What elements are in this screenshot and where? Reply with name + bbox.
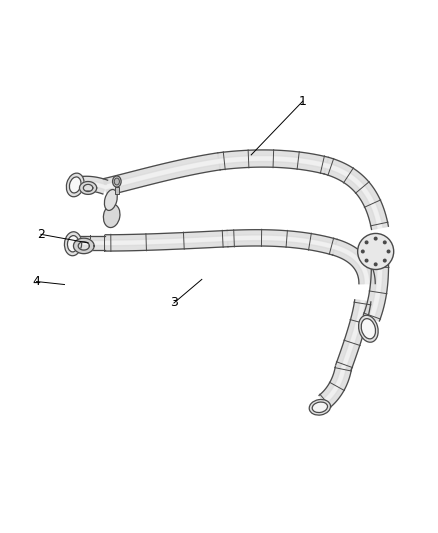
Polygon shape — [218, 150, 328, 163]
Polygon shape — [103, 153, 220, 196]
Polygon shape — [74, 238, 94, 254]
Polygon shape — [105, 230, 227, 240]
Ellipse shape — [113, 176, 121, 187]
Text: 1: 1 — [299, 95, 307, 108]
Polygon shape — [346, 301, 371, 370]
Polygon shape — [227, 230, 337, 255]
Circle shape — [361, 250, 364, 253]
Polygon shape — [326, 368, 352, 408]
Ellipse shape — [104, 190, 117, 211]
Ellipse shape — [67, 236, 79, 252]
Polygon shape — [78, 236, 105, 250]
Polygon shape — [103, 153, 219, 184]
Circle shape — [358, 233, 394, 270]
Polygon shape — [78, 176, 108, 184]
Polygon shape — [105, 241, 228, 251]
Polygon shape — [105, 230, 228, 251]
Ellipse shape — [359, 315, 378, 342]
Polygon shape — [80, 182, 97, 195]
Polygon shape — [218, 150, 328, 174]
Polygon shape — [228, 241, 334, 255]
Circle shape — [384, 259, 386, 262]
Polygon shape — [332, 239, 375, 284]
Polygon shape — [78, 176, 108, 194]
Circle shape — [374, 263, 377, 265]
Polygon shape — [319, 366, 352, 408]
Polygon shape — [106, 164, 220, 196]
Bar — [115, 187, 119, 193]
Polygon shape — [78, 245, 105, 250]
Circle shape — [374, 237, 377, 240]
Polygon shape — [78, 236, 105, 240]
Polygon shape — [324, 168, 377, 230]
Polygon shape — [336, 239, 375, 284]
Ellipse shape — [312, 402, 328, 413]
Ellipse shape — [309, 399, 331, 415]
Polygon shape — [227, 230, 337, 245]
Polygon shape — [364, 264, 377, 317]
Ellipse shape — [64, 232, 81, 256]
Ellipse shape — [103, 204, 120, 228]
Polygon shape — [336, 300, 360, 366]
Text: 2: 2 — [37, 228, 45, 241]
Circle shape — [365, 259, 368, 262]
Ellipse shape — [66, 173, 84, 197]
Polygon shape — [219, 161, 325, 174]
Text: 4: 4 — [33, 275, 40, 288]
Ellipse shape — [114, 178, 120, 185]
Text: 3: 3 — [170, 296, 178, 310]
Polygon shape — [327, 157, 389, 227]
Circle shape — [384, 241, 386, 244]
Polygon shape — [80, 186, 104, 194]
Circle shape — [387, 250, 390, 253]
Polygon shape — [332, 250, 364, 284]
Polygon shape — [364, 264, 389, 321]
Polygon shape — [319, 366, 341, 400]
Ellipse shape — [69, 177, 81, 193]
Circle shape — [365, 241, 368, 244]
Polygon shape — [324, 157, 389, 230]
Polygon shape — [336, 300, 371, 370]
Ellipse shape — [361, 319, 375, 339]
Polygon shape — [374, 264, 389, 321]
